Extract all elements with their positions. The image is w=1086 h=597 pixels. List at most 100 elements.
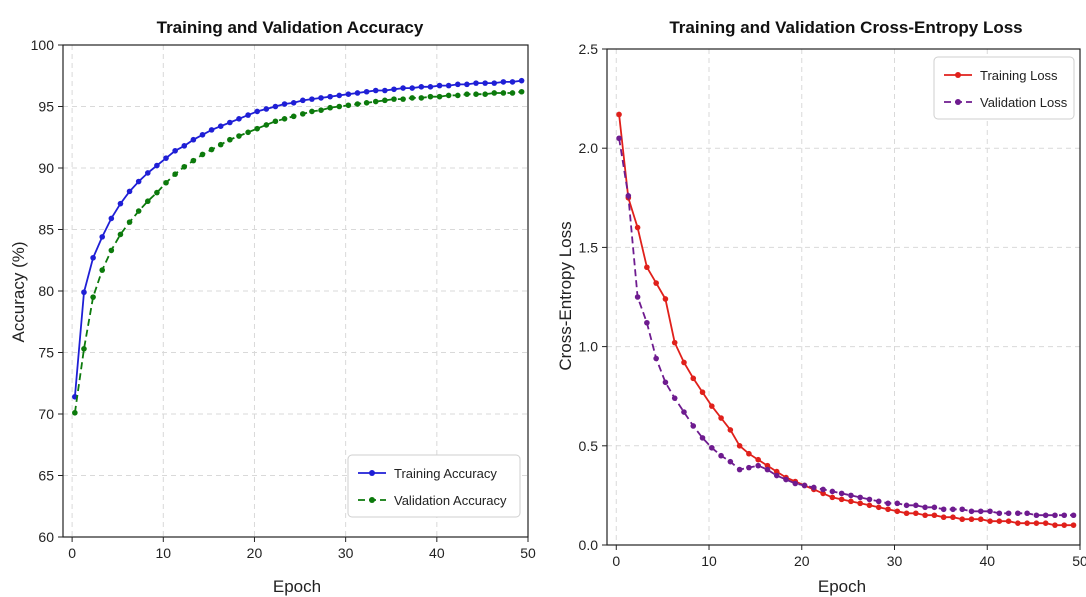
accuracy-series-1-point [181,163,188,170]
loss-series-1-point [885,500,891,507]
accuracy-series-0-point [473,80,479,86]
accuracy-series-1-point [263,122,270,128]
loss-y-tick-label: 0.5 [579,438,599,454]
accuracy-series-1-point [427,93,434,100]
loss-legend-box [933,56,1075,120]
accuracy-legend-marker-1 [369,497,375,503]
accuracy-series-1-point [290,113,297,120]
accuracy-series-1-point [473,91,479,97]
loss-series-0-point [848,498,854,505]
loss-series-1-point [718,452,724,459]
accuracy-series-1-point [90,294,96,300]
loss-series-0-point [616,111,622,118]
loss-series-1-point [709,444,715,451]
loss-series-0-point [1005,518,1012,524]
loss-series-1-point [690,423,697,429]
accuracy-series-1-point [108,247,115,254]
loss-series-1-point [1052,512,1058,519]
loss-series-1-point [773,472,780,479]
loss-x-tick-label: 0 [612,553,620,569]
loss-series-1-point [922,504,928,511]
loss-series-1-point [1015,510,1021,517]
loss-series-1-point [1070,512,1077,519]
accuracy-series-1-point [345,102,352,109]
accuracy-series-1-point [272,118,279,125]
accuracy-series-0-point [126,188,133,195]
loss-series-1-point [801,482,808,489]
loss-series-1-point [746,464,752,471]
loss-series-1-point [699,435,706,441]
accuracy-series-0-point [81,289,87,296]
loss-series-0-line [618,114,1074,527]
loss-series-1-line [618,138,1074,517]
accuracy-series-0-point [391,86,397,93]
accuracy-series-1-point [436,93,443,100]
loss-series-1-point [662,379,669,386]
accuracy-series-0-point [491,80,498,86]
loss-series-1-point [1061,512,1068,519]
loss-series-0-point [913,510,919,517]
loss-series-1-point [644,319,650,326]
loss-series-1-point [913,502,919,509]
loss-chart-ylabel: Cross-Entropy Loss [556,221,575,370]
accuracy-series-1-point [299,111,306,117]
loss-series-0-point [718,415,724,421]
accuracy-y-tick-label: 65 [38,468,54,484]
accuracy-series-1-point [509,90,516,96]
loss-series-1-point [848,492,854,499]
loss-series-0-point [820,490,826,497]
accuracy-y-tick-label: 95 [38,99,54,115]
accuracy-series-1-point [309,108,315,115]
loss-series-0-point [1033,520,1040,526]
accuracy-series-1-point [391,96,397,102]
accuracy-series-1-point [208,146,215,153]
loss-series-0-point [773,468,780,475]
accuracy-y-tick-label: 85 [38,222,54,238]
loss-series-0-point [681,359,687,366]
loss-series-1-point [792,480,799,487]
accuracy-y-tick-label: 90 [38,160,54,176]
accuracy-series-1-point [199,151,206,158]
loss-series-0-point [857,500,863,507]
loss-series-0-point [996,518,1003,524]
loss-series-1-point [866,496,873,503]
accuracy-series-0-point [272,103,279,110]
loss-series-0-point [903,510,910,517]
loss-series-0-point [764,462,771,469]
loss-series-1-point [894,500,901,507]
loss-series-1-point [736,466,743,473]
accuracy-series-0-point [108,215,115,222]
accuracy-series-1-point [144,198,151,205]
accuracy-chart: Training and Validation Accuracy Epoch A… [9,18,536,596]
accuracy-series-0-point [409,85,416,91]
accuracy-series-0-point [363,88,370,95]
loss-series-0-point [1070,522,1077,528]
loss-series-1-point [671,395,678,401]
loss-series-0-point [968,516,975,523]
accuracy-series-0-point [99,234,106,240]
accuracy-series-0-point [418,84,425,90]
accuracy-series-1-point [400,96,406,102]
accuracy-series-1-point [227,136,233,143]
accuracy-series-1-point [382,97,388,104]
accuracy-series-1-point [482,91,488,97]
accuracy-series-1-point [518,88,525,95]
accuracy-y-tick-label: 70 [38,406,54,422]
loss-series-0-point [755,456,761,463]
accuracy-series-1-point [281,116,288,122]
accuracy-y-tick-label: 100 [31,37,55,53]
loss-legend-marker-1 [955,99,961,105]
loss-y-tick-label: 1.5 [579,239,599,255]
loss-series-0-point [1061,522,1068,528]
loss-series-1-point [653,355,659,362]
accuracy-series-1-point [172,171,178,177]
loss-x-tick-label: 10 [701,553,717,569]
loss-series-0-point [736,443,743,449]
loss-y-tick-label: 2.0 [579,140,599,156]
accuracy-series-0-point [382,87,388,94]
accuracy-series-1-point [445,92,452,99]
loss-series-1-point [931,504,938,511]
loss-series-0-point [709,403,715,409]
accuracy-series-1-point [464,91,470,97]
loss-y-tick-label: 0.0 [579,537,599,553]
